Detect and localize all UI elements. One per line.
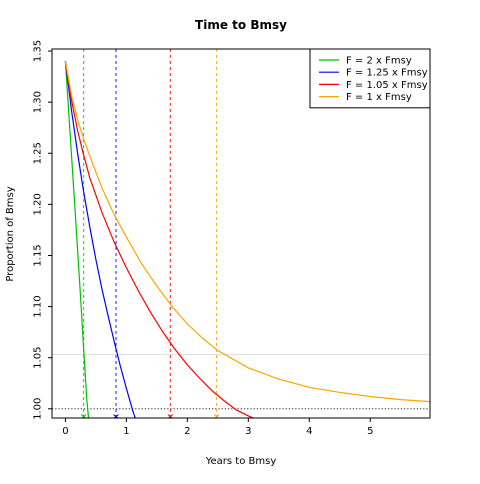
- x-tick-label: 5: [367, 426, 373, 437]
- x-axis-label: Years to Bmsy: [205, 456, 277, 467]
- y-tick-label: 1.30: [33, 91, 44, 113]
- x-tick-label: 0: [62, 426, 68, 437]
- legend-label: F = 1.25 x Fmsy: [346, 68, 428, 79]
- series-line-0: [64, 61, 90, 418]
- y-axis-label: Proportion of Bmsy: [5, 186, 16, 281]
- series-line-1: [64, 61, 136, 418]
- y-tick-label: 1.25: [33, 142, 44, 164]
- x-tick-label: 3: [245, 426, 251, 437]
- plot-area: [52, 49, 430, 418]
- y-tick-label: 1.05: [33, 347, 44, 369]
- chart-title: Time to Bmsy: [195, 18, 287, 32]
- legend-label: F = 2 x Fmsy: [346, 56, 412, 67]
- series-line-3: [64, 61, 430, 403]
- legend-label: F = 1.05 x Fmsy: [346, 80, 428, 91]
- legend-label: F = 1 x Fmsy: [346, 92, 412, 103]
- y-tick-label: 1.00: [33, 398, 44, 420]
- y-tick-label: 1.20: [33, 193, 44, 215]
- plot-frame: [51, 48, 431, 419]
- y-tick-label: 1.10: [33, 295, 44, 317]
- series-line-2: [64, 61, 255, 418]
- x-tick-label: 2: [184, 426, 190, 437]
- y-tick-label: 1.15: [33, 244, 44, 266]
- legend-box: [309, 48, 431, 109]
- x-tick-label: 4: [306, 426, 312, 437]
- y-tick-label: 1.35: [33, 40, 44, 62]
- x-tick-label: 1: [123, 426, 129, 437]
